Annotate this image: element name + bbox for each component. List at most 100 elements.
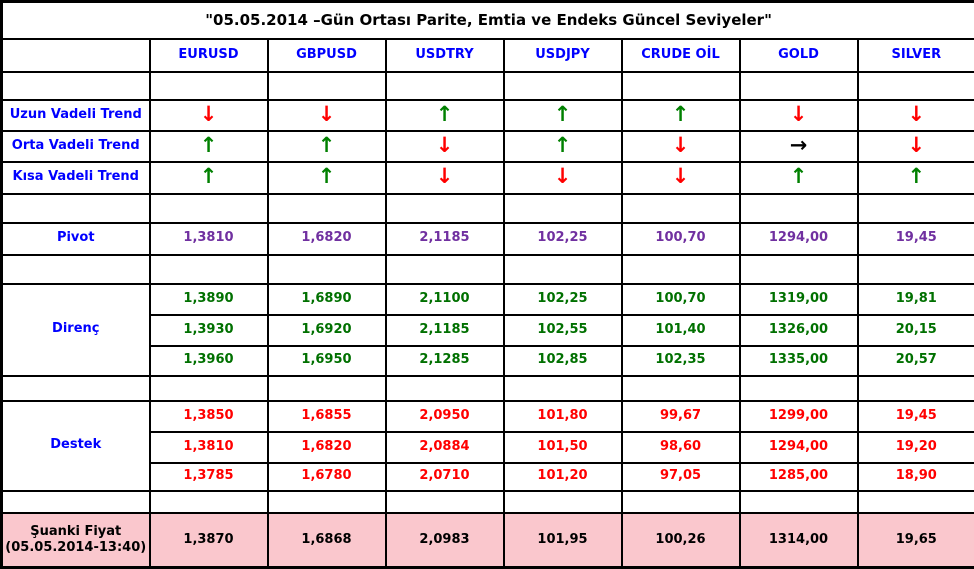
pivot-value: 2,1185 [386, 223, 504, 255]
trend-arrow-icon: ↑ [318, 133, 336, 157]
resistance-value: 1335,00 [740, 346, 858, 376]
empty-cell [622, 72, 740, 100]
trend-arrow-icon: ↑ [672, 102, 690, 126]
short-term-trend-row: Kısa Vadeli Trend ↑ ↑ ↓ ↓ ↓ ↑ ↑ [2, 162, 974, 194]
long-term-trend-row: Uzun Vadeli Trend ↓ ↓ ↑ ↑ ↑ ↓ ↓ [2, 100, 974, 131]
pivot-value: 1,3810 [150, 223, 268, 255]
empty-cell [386, 491, 504, 513]
row-label-support: Destek [2, 401, 150, 491]
current-price-value: 1,3870 [150, 513, 268, 568]
resistance-value: 1,3960 [150, 346, 268, 376]
empty-cell [504, 255, 622, 284]
column-header-gold: GOLD [740, 39, 858, 72]
empty-cell [504, 72, 622, 100]
support-value: 101,50 [504, 432, 622, 463]
pivot-value: 102,25 [504, 223, 622, 255]
column-header-eurusd: EURUSD [150, 39, 268, 72]
empty-cell [858, 72, 974, 100]
trend-cell: ↓ [386, 131, 504, 162]
resistance-value: 100,70 [622, 284, 740, 315]
trend-arrow-icon: ↑ [318, 164, 336, 188]
row-label-current-price: Şuanki Fiyat (05.05.2014-13:40) [2, 513, 150, 568]
mid-term-trend-row: Orta Vadeli Trend ↑ ↑ ↓ ↑ ↓ → ↓ [2, 131, 974, 162]
trend-arrow-icon: ↓ [436, 164, 454, 188]
current-price-value: 101,95 [504, 513, 622, 568]
resistance-value: 1,6950 [268, 346, 386, 376]
trend-cell: ↓ [150, 100, 268, 131]
column-header-usdtry: USDTRY [386, 39, 504, 72]
trend-cell: ↑ [150, 131, 268, 162]
trend-arrow-icon: ↓ [554, 164, 572, 188]
trend-arrow-icon: ↑ [554, 133, 572, 157]
spacer-row [2, 376, 974, 401]
empty-cell [268, 72, 386, 100]
spacer-row [2, 194, 974, 223]
resistance-value: 2,1285 [386, 346, 504, 376]
column-header-gbpusd: GBPUSD [268, 39, 386, 72]
row-label-mid-term-trend: Orta Vadeli Trend [2, 131, 150, 162]
resistance-value: 2,1185 [386, 315, 504, 346]
spacer-row [2, 255, 974, 284]
trend-cell: ↑ [268, 162, 386, 194]
trend-arrow-icon: ↓ [436, 133, 454, 157]
resistance-value: 1,6890 [268, 284, 386, 315]
support-value: 1,3785 [150, 463, 268, 491]
empty-cell [386, 72, 504, 100]
support-value: 101,20 [504, 463, 622, 491]
empty-cell [2, 491, 150, 513]
empty-cell [268, 376, 386, 401]
empty-cell [2, 376, 150, 401]
resistance-value: 102,25 [504, 284, 622, 315]
spacer-row [2, 72, 974, 100]
support-value: 101,80 [504, 401, 622, 432]
resistance-row-1: Direnç 1,3890 1,6890 2,1100 102,25 100,7… [2, 284, 974, 315]
trend-cell: ↓ [386, 162, 504, 194]
empty-cell [386, 194, 504, 223]
empty-cell [740, 491, 858, 513]
trend-arrow-icon: ↑ [200, 133, 218, 157]
support-value: 18,90 [858, 463, 974, 491]
current-price-label: Şuanki Fiyat [30, 524, 121, 539]
resistance-value: 1,3890 [150, 284, 268, 315]
corner-cell [2, 39, 150, 72]
current-price-value: 1314,00 [740, 513, 858, 568]
support-value: 2,0710 [386, 463, 504, 491]
support-value: 99,67 [622, 401, 740, 432]
resistance-value: 1319,00 [740, 284, 858, 315]
empty-cell [150, 491, 268, 513]
current-price-row: Şuanki Fiyat (05.05.2014-13:40) 1,3870 1… [2, 513, 974, 568]
empty-cell [2, 194, 150, 223]
trend-arrow-icon: ↑ [200, 164, 218, 188]
current-price-value: 19,65 [858, 513, 974, 568]
trend-cell: ↑ [622, 100, 740, 131]
trend-arrow-icon: → [790, 133, 808, 157]
support-value: 1,3810 [150, 432, 268, 463]
support-value: 1,3850 [150, 401, 268, 432]
empty-cell [150, 376, 268, 401]
empty-cell [740, 194, 858, 223]
resistance-value: 102,55 [504, 315, 622, 346]
current-price-timestamp: (05.05.2014-13:40) [5, 540, 146, 555]
trend-cell: ↓ [858, 131, 974, 162]
empty-cell [386, 376, 504, 401]
trend-cell: ↑ [858, 162, 974, 194]
support-value: 2,0950 [386, 401, 504, 432]
empty-cell [504, 491, 622, 513]
support-value: 2,0884 [386, 432, 504, 463]
empty-cell [622, 491, 740, 513]
trend-cell: ↓ [622, 162, 740, 194]
resistance-value: 19,81 [858, 284, 974, 315]
trend-arrow-icon: ↓ [907, 133, 925, 157]
resistance-value: 102,85 [504, 346, 622, 376]
empty-cell [386, 255, 504, 284]
empty-cell [740, 376, 858, 401]
current-price-value: 1,6868 [268, 513, 386, 568]
empty-cell [268, 194, 386, 223]
empty-cell [268, 491, 386, 513]
trend-cell: ↓ [622, 131, 740, 162]
pivot-value: 19,45 [858, 223, 974, 255]
resistance-value: 1,6920 [268, 315, 386, 346]
trend-cell: ↓ [268, 100, 386, 131]
empty-cell [2, 255, 150, 284]
support-value: 1,6855 [268, 401, 386, 432]
